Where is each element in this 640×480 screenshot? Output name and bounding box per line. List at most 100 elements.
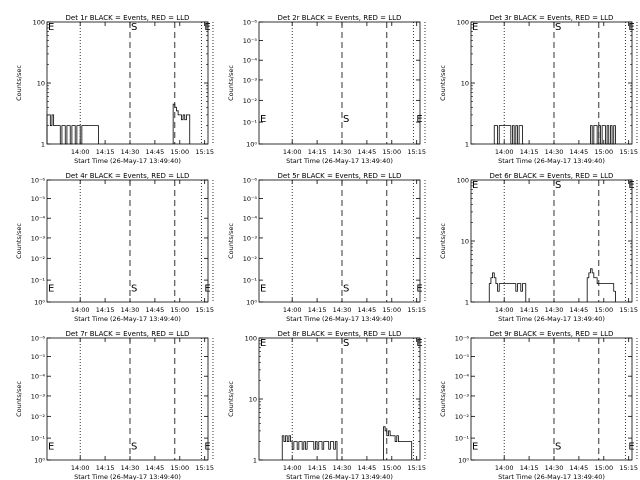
y-tick-label: 10⁻² [455,413,470,421]
y-tick-label: 10⁻⁵ [31,195,46,203]
y-tick-label: 10 [249,396,257,404]
x-tick-label: 14:30 [121,464,140,472]
x-tick-label: 15:00 [382,148,401,156]
chart-title: Det 9r BLACK = Events, RED = LLD [490,330,614,338]
x-tick-label: 15:15 [407,306,426,314]
x-tick-label: 15:00 [170,148,189,156]
y-tick-label: 10⁻³ [243,76,258,84]
y-tick-label: 10⁻⁴ [31,373,46,381]
start-E-marker: E [48,441,54,452]
x-axis-label: Start Time (26-May-17 13:49:40) [286,315,393,323]
y-tick-label: 10⁻⁴ [31,215,46,223]
chart-panel-3: Det 3r BLACK = Events, RED = LLD 1 10 100 Co… [439,14,638,165]
x-tick-label: 15:00 [594,148,613,156]
x-tick-label: 15:00 [594,464,613,472]
events-series-segment [281,435,338,460]
y-tick-label: 10⁻¹ [243,119,258,127]
y-tick-label: 10⁻³ [31,234,46,242]
E-marker: E [204,441,210,452]
y-axis-label: Counts/sec [439,65,447,101]
x-tick-label: 14:00 [71,306,90,314]
y-tick-label: 10⁻³ [243,234,258,242]
x-tick-label: 15:15 [195,148,214,156]
x-axis-label: Start Time (26-May-17 13:49:40) [286,473,393,480]
y-tick-label: 10 [37,80,45,88]
x-tick-label: 15:15 [407,148,426,156]
y-tick-label: 10⁻¹ [31,277,46,285]
E-marker: E [628,180,634,191]
chart-panel-4: Det 4r BLACK = Events, RED = LLD 10⁰ 10⁻¹ 1… [15,172,214,323]
y-axis-label: Counts/sec [227,65,235,101]
x-tick-label: 14:45 [146,464,165,472]
x-tick-label: 14:30 [333,306,352,314]
chart-title: Det 5r BLACK = Events, RED = LLD [278,172,402,180]
x-tick-label: 14:15 [96,148,115,156]
y-tick-label: 100 [33,19,45,27]
y-tick-label: 10⁰ [34,299,45,307]
E-marker: E [628,441,634,452]
x-tick-label: 15:00 [170,306,189,314]
y-tick-label: 10⁻¹ [455,435,470,443]
chart-title: Det 4r BLACK = Events, RED = LLD [66,172,190,180]
events-series-segment [488,272,527,302]
start-E-marker: E [260,114,266,125]
S-marker: S [343,283,349,294]
y-tick-label: 10⁻⁵ [455,353,470,361]
x-tick-label: 14:30 [545,464,564,472]
y-axis-label: Counts/sec [15,223,23,259]
events-series-segment [46,114,99,145]
y-tick-label: 10⁻³ [455,392,470,400]
y-axis-label: Counts/sec [15,65,23,101]
y-tick-label: 10⁻³ [31,392,46,400]
y-tick-label: 10⁻⁴ [243,215,258,223]
y-axis-label: Counts/sec [15,381,23,417]
chart-title: Det 3r BLACK = Events, RED = LLD [490,14,614,22]
y-tick-label: 10⁻² [31,255,46,263]
x-axis-label: Start Time (26-May-17 13:49:40) [74,157,181,165]
x-tick-label: 14:15 [308,148,327,156]
chart-panel-9: Det 9r BLACK = Events, RED = LLD 10⁰ 10⁻¹ 1… [439,330,638,480]
chart-title: Det 2r BLACK = Events, RED = LLD [278,14,402,22]
x-tick-label: 14:15 [308,464,327,472]
S-marker: S [555,441,561,452]
y-tick-label: 100 [457,19,469,27]
events-series-segment [172,103,191,144]
x-tick-label: 14:00 [495,148,514,156]
chart-title: Det 7r BLACK = Events, RED = LLD [66,330,190,338]
chart-title: Det 6r BLACK = Events, RED = LLD [490,172,614,180]
y-tick-label: 10⁻⁶ [31,335,46,343]
events-series-segment [383,426,413,460]
events-series-segment [590,125,616,145]
x-tick-label: 14:15 [520,148,539,156]
start-E-marker: E [472,22,478,33]
y-tick-label: 100 [457,177,469,185]
plot-frame [258,21,421,145]
E-marker: E [416,338,422,349]
start-E-marker: E [48,22,54,33]
E-marker: E [204,283,210,294]
y-tick-label: 10⁻⁵ [243,37,258,45]
E-marker: E [416,114,422,125]
x-axis-label: Start Time (26-May-17 13:49:40) [74,315,181,323]
y-tick-label: 1 [253,457,257,465]
x-axis-label: Start Time (26-May-17 13:49:40) [286,157,393,165]
plot-frame [46,21,209,145]
y-tick-label: 10⁰ [246,141,257,149]
y-tick-label: 10⁻² [31,413,46,421]
start-E-marker: E [472,441,478,452]
x-tick-label: 15:15 [619,148,638,156]
x-axis-label: Start Time (26-May-17 13:49:40) [498,315,605,323]
x-tick-label: 14:15 [96,306,115,314]
y-tick-label: 10⁰ [34,457,45,465]
x-tick-label: 14:45 [358,464,377,472]
S-marker: S [131,441,137,452]
start-E-marker: E [260,338,266,349]
x-tick-label: 15:15 [195,464,214,472]
plot-frame [258,179,421,303]
x-tick-label: 15:00 [594,306,613,314]
x-tick-label: 15:15 [195,306,214,314]
y-tick-label: 10⁰ [246,299,257,307]
x-tick-label: 14:00 [283,464,302,472]
x-axis-label: Start Time (26-May-17 13:49:40) [498,473,605,480]
start-E-marker: E [472,180,478,191]
